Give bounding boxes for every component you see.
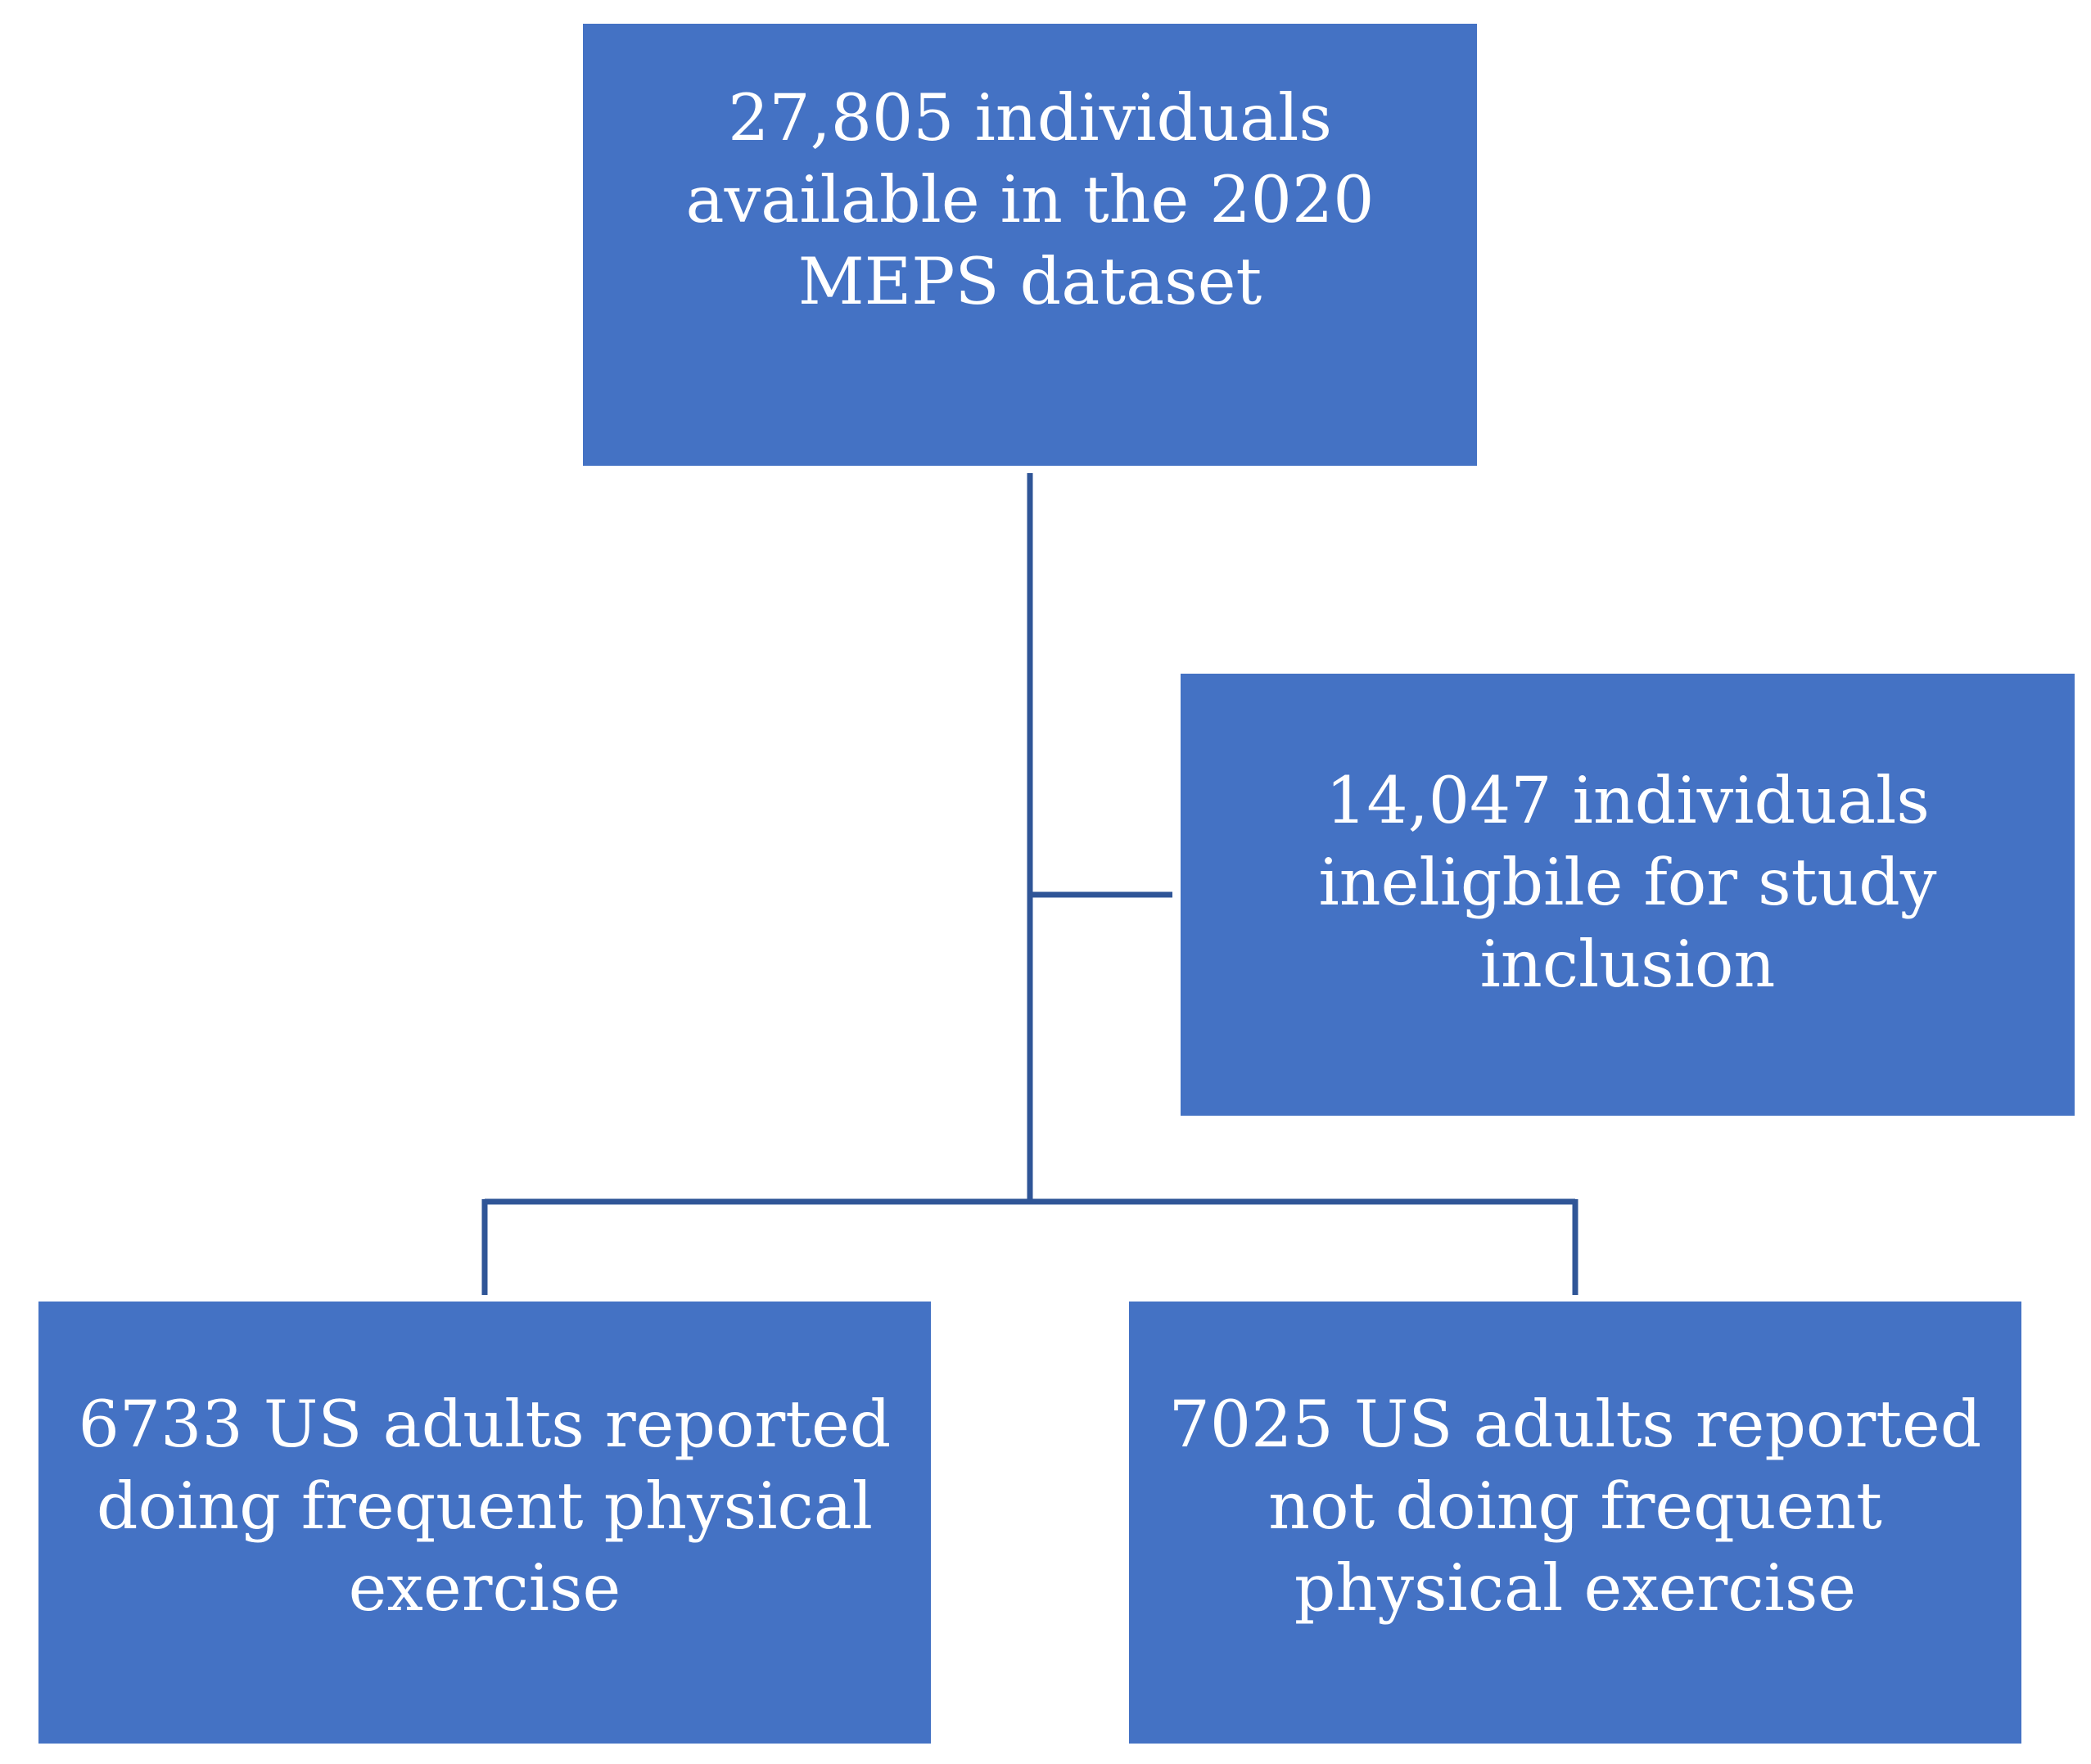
box-excluded-label: 14,047 individuals ineligbile for study … bbox=[1318, 763, 1937, 1002]
box-no-frequent-exercise: 7025 US adults reported not doing freque… bbox=[1129, 1302, 2021, 1744]
box-no-frequent-exercise-label: 7025 US adults reported not doing freque… bbox=[1168, 1387, 1982, 1626]
box-excluded: 14,047 individuals ineligbile for study … bbox=[1181, 674, 2075, 1116]
box-initial-sample-label: 27,805 individuals available in the 2020… bbox=[685, 80, 1375, 319]
box-frequent-exercise-label: 6733 US adults reported doing frequent p… bbox=[78, 1387, 892, 1626]
box-frequent-exercise: 6733 US adults reported doing frequent p… bbox=[38, 1302, 931, 1744]
box-initial-sample: 27,805 individuals available in the 2020… bbox=[583, 24, 1477, 466]
